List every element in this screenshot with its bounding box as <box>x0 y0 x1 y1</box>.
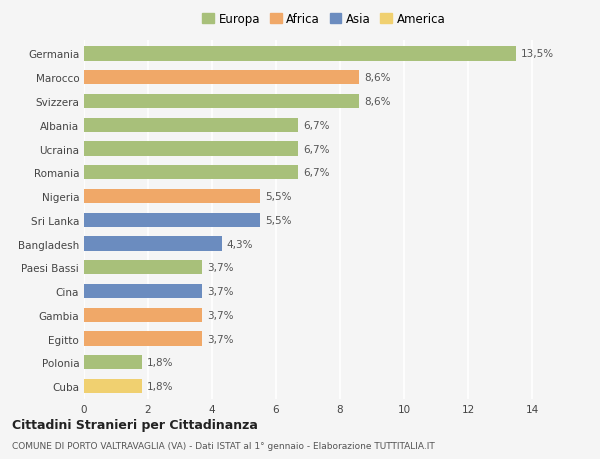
Text: 1,8%: 1,8% <box>146 381 173 391</box>
Text: 1,8%: 1,8% <box>146 358 173 368</box>
Bar <box>84 237 221 251</box>
Text: 8,6%: 8,6% <box>364 97 391 107</box>
Bar <box>84 95 359 109</box>
Text: 5,5%: 5,5% <box>265 215 292 225</box>
Legend: Europa, Africa, Asia, America: Europa, Africa, Asia, America <box>200 11 448 28</box>
Bar <box>84 379 142 393</box>
Text: 3,7%: 3,7% <box>207 334 234 344</box>
Text: 8,6%: 8,6% <box>364 73 391 83</box>
Bar <box>84 284 202 298</box>
Bar <box>84 47 516 62</box>
Text: 3,7%: 3,7% <box>207 310 234 320</box>
Bar <box>84 166 298 180</box>
Text: 4,3%: 4,3% <box>226 239 253 249</box>
Bar <box>84 142 298 157</box>
Text: 6,7%: 6,7% <box>303 121 330 130</box>
Text: Cittadini Stranieri per Cittadinanza: Cittadini Stranieri per Cittadinanza <box>12 418 258 431</box>
Text: COMUNE DI PORTO VALTRAVAGLIA (VA) - Dati ISTAT al 1° gennaio - Elaborazione TUTT: COMUNE DI PORTO VALTRAVAGLIA (VA) - Dati… <box>12 441 435 450</box>
Bar <box>84 308 202 322</box>
Text: 5,5%: 5,5% <box>265 191 292 202</box>
Text: 6,7%: 6,7% <box>303 168 330 178</box>
Bar <box>84 190 260 204</box>
Text: 6,7%: 6,7% <box>303 144 330 154</box>
Bar <box>84 213 260 227</box>
Text: 3,7%: 3,7% <box>207 286 234 297</box>
Text: 13,5%: 13,5% <box>521 50 554 59</box>
Bar <box>84 261 202 275</box>
Bar <box>84 332 202 346</box>
Bar <box>84 71 359 85</box>
Bar <box>84 355 142 369</box>
Text: 3,7%: 3,7% <box>207 263 234 273</box>
Bar <box>84 118 298 133</box>
